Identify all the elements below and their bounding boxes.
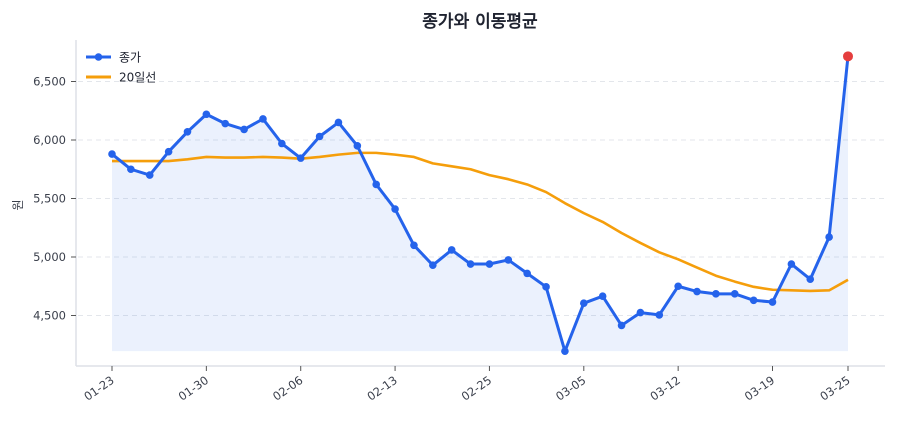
data-point-marker (806, 275, 815, 284)
data-point-marker (542, 283, 550, 291)
data-point-marker (579, 299, 588, 308)
data-point-marker (617, 321, 626, 330)
data-point-marker (240, 125, 248, 134)
x-tick-label: 03-12 (647, 373, 682, 404)
data-point-marker (693, 287, 701, 296)
close-area-fill (112, 56, 848, 352)
legend-item-close[interactable]: 종가 (86, 51, 141, 65)
data-point-marker (145, 171, 154, 179)
data-point-marker (429, 261, 437, 269)
x-tick-label: 03-19 (742, 373, 777, 404)
data-point-marker (127, 165, 135, 174)
data-point-marker (391, 205, 399, 213)
area-fill (112, 56, 848, 352)
data-point-marker (598, 292, 607, 300)
x-axis-ticks: 01-23 01-30 02-06 02-13 02-25 03-05 03-12 03-19… (81, 366, 853, 404)
y-axis-ticks: 4,500 5,000 5,500 6,000 6,500 (33, 75, 76, 323)
x-tick-label: 01-23 (81, 373, 116, 404)
data-point-marker (259, 115, 267, 123)
x-tick-label: 01-30 (176, 373, 211, 404)
legend-item-ma20[interactable]: 20일선 (86, 71, 156, 85)
last-point-marker (843, 51, 853, 62)
data-point-marker (447, 246, 456, 254)
data-point-marker (334, 118, 343, 127)
data-point-marker (787, 260, 796, 268)
legend-label-ma20: 20일선 (119, 71, 156, 85)
data-point-marker (410, 241, 418, 250)
ma20-line (112, 151, 849, 293)
data-point-marker (372, 180, 381, 189)
data-point-marker (164, 147, 173, 156)
x-tick-label: 02-25 (459, 373, 494, 404)
data-point-marker (466, 260, 475, 268)
y-tick-label: 4,500 (33, 309, 66, 323)
y-axis-label: 원 (11, 199, 25, 210)
data-point-marker (825, 233, 833, 241)
data-point-marker (353, 142, 362, 150)
y-tick-label: 5,500 (33, 192, 66, 206)
data-point-marker (655, 311, 664, 319)
x-tick-label: 03-05 (553, 373, 588, 404)
data-point-marker (730, 290, 739, 298)
x-tick-label: 03-25 (817, 373, 852, 404)
data-point-marker (636, 308, 645, 317)
y-tick-label: 6,500 (33, 75, 66, 89)
data-point-marker (315, 132, 324, 141)
x-tick-label: 02-06 (270, 373, 305, 404)
legend-label-close: 종가 (119, 51, 141, 65)
data-point-marker (485, 260, 494, 268)
y-tick-label: 6,000 (33, 133, 66, 147)
data-point-marker (202, 110, 211, 119)
data-point-marker (221, 119, 230, 128)
y-tick-label: 5,000 (33, 250, 66, 264)
data-point-marker (561, 347, 569, 355)
data-point-marker (674, 282, 682, 291)
data-point-marker (712, 290, 720, 298)
data-point-marker (183, 128, 192, 136)
close-line (111, 56, 850, 353)
data-point-marker (108, 150, 116, 158)
data-point-marker (504, 256, 513, 264)
data-point-marker (278, 139, 286, 148)
data-point-marker (749, 296, 758, 305)
x-tick-label: 02-13 (364, 373, 399, 404)
data-point-marker (523, 269, 531, 278)
legend: 종가 20일선 (86, 51, 156, 85)
data-point-marker (296, 154, 305, 162)
chart-title: 종가와 이동평균 (422, 12, 538, 32)
data-point-marker (768, 298, 777, 306)
axes (75, 40, 885, 367)
series-lines (108, 51, 853, 355)
legend-close-marker-icon (94, 53, 103, 61)
